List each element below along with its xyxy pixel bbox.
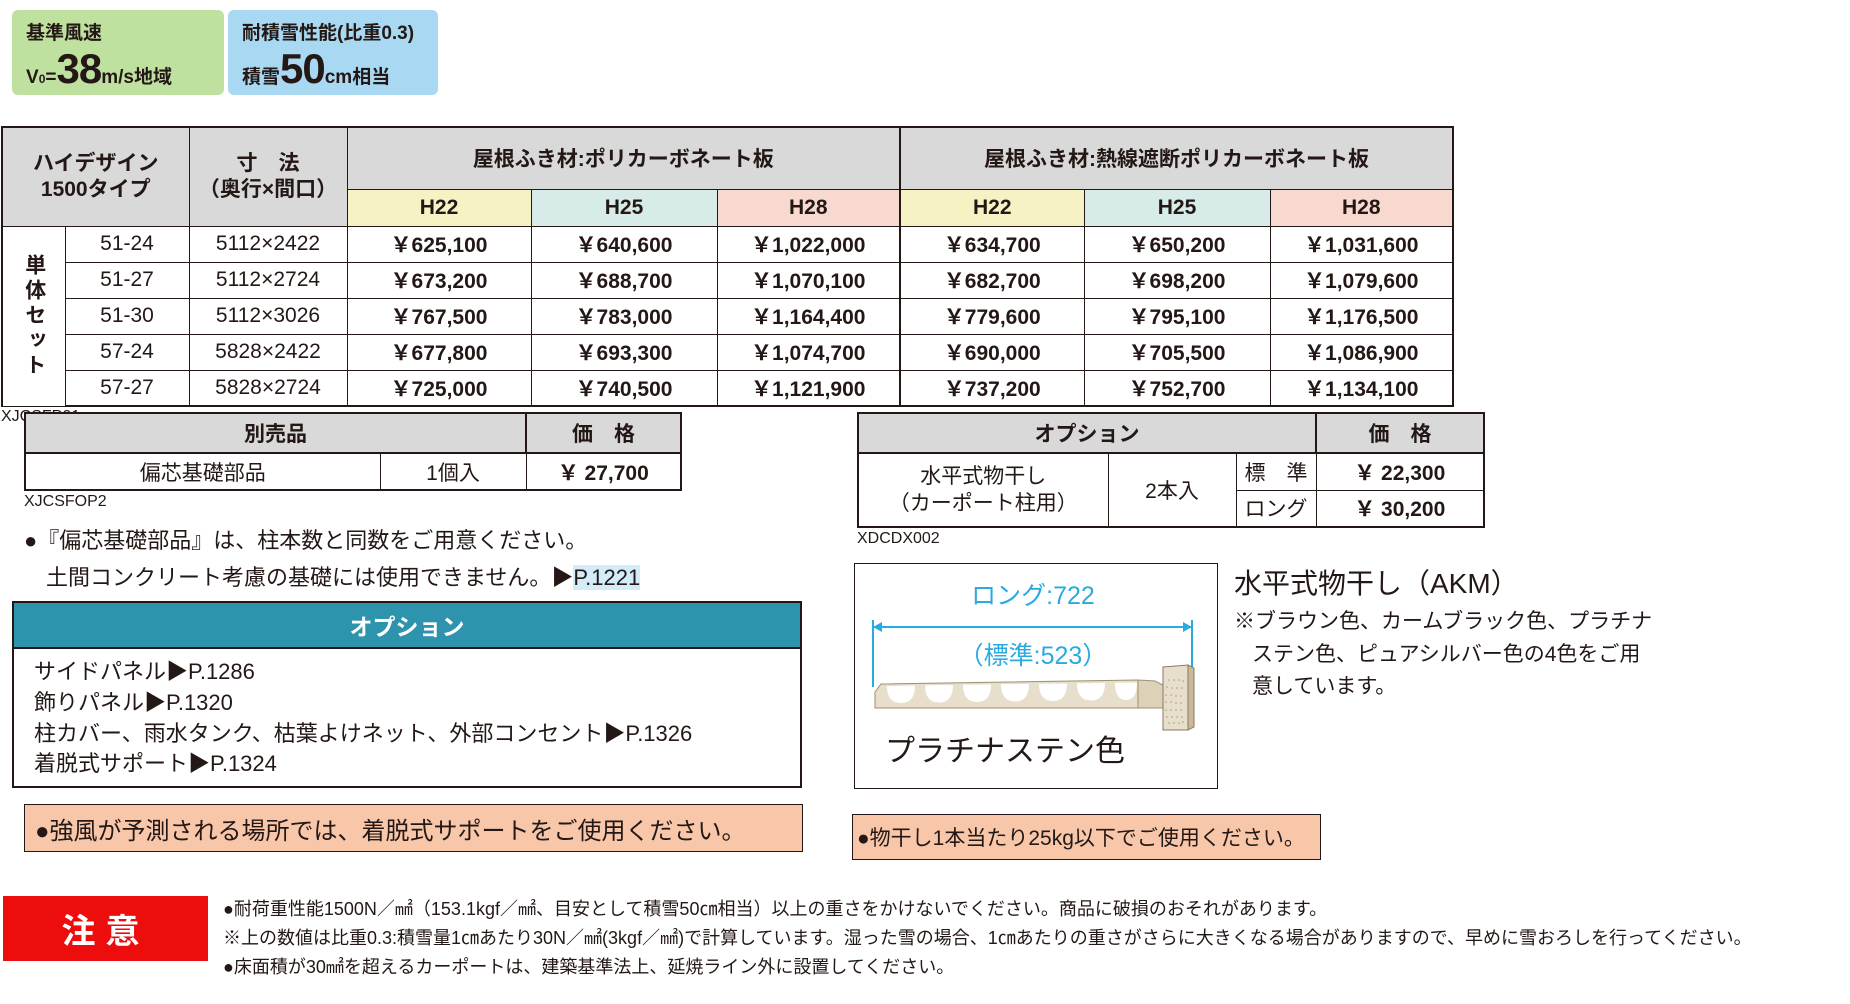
svg-text:ロング:722: ロング:722	[971, 582, 1095, 610]
svg-text:プラチナステン色: プラチナステン色	[885, 735, 1125, 768]
svg-text:（標準:523）: （標準:523）	[959, 642, 1108, 670]
